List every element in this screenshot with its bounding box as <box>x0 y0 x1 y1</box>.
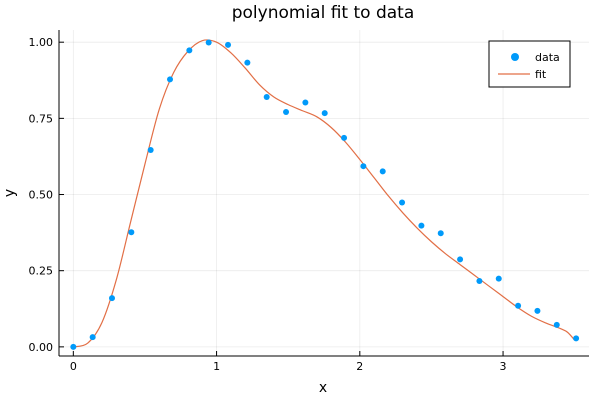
x-tick-label: 3 <box>500 360 507 373</box>
data-point <box>147 147 154 154</box>
data-point <box>457 256 464 263</box>
ticks: 0 1 2 3 0.00 0.25 0.50 0.75 1.00 <box>29 36 507 373</box>
data-point <box>89 334 96 341</box>
chart-title: polynomial fit to data <box>232 3 415 23</box>
data-point <box>437 230 444 237</box>
data-point <box>379 168 386 175</box>
data-point <box>70 343 77 350</box>
data-point <box>534 307 541 314</box>
data-point <box>360 163 367 170</box>
data-point <box>321 110 328 117</box>
y-tick-label: 0.25 <box>29 265 54 278</box>
data-point <box>109 295 115 302</box>
data-point <box>418 222 425 229</box>
data-point <box>302 99 309 106</box>
x-tick-label: 1 <box>213 360 220 373</box>
y-tick-label: 0.00 <box>29 341 54 354</box>
data-point <box>495 275 502 282</box>
legend-data-marker <box>511 53 519 61</box>
data-point <box>283 108 290 115</box>
data-point <box>553 321 560 328</box>
data-point <box>573 335 580 342</box>
data-point <box>205 39 212 46</box>
y-axis-label: y <box>2 189 18 197</box>
y-tick-label: 0.50 <box>29 189 54 202</box>
data-point <box>167 76 174 83</box>
legend-box <box>488 40 571 88</box>
legend-data-label: data <box>535 51 560 64</box>
data-point <box>476 278 483 285</box>
x-tick-label: 0 <box>70 360 77 373</box>
y-tick-label: 0.75 <box>29 112 54 125</box>
data-point <box>263 94 270 101</box>
fit-line <box>73 39 576 348</box>
data-point <box>128 229 135 236</box>
legend-fit-label: fit <box>535 68 547 81</box>
x-tick-label: 2 <box>356 360 363 373</box>
y-tick-label: 1.00 <box>29 36 54 49</box>
x-axis-label: x <box>319 380 327 396</box>
data-point <box>341 134 348 141</box>
data-point <box>225 41 232 48</box>
legend: data fit <box>488 40 571 88</box>
data-point <box>399 199 406 206</box>
data-point <box>515 302 522 309</box>
data-point <box>244 59 251 66</box>
series-fit <box>73 39 576 348</box>
data-point <box>186 47 193 54</box>
series-data <box>70 39 580 350</box>
